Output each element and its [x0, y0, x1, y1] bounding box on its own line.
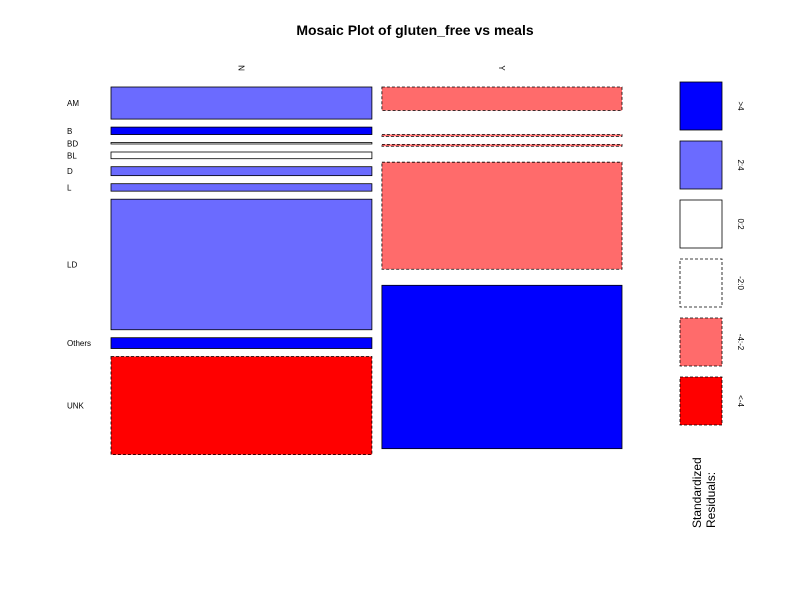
legend-title-line-1: Residuals:: [704, 472, 718, 528]
row-label-ld: LD: [67, 260, 77, 269]
legend-title-line-0: Standardized: [690, 457, 704, 528]
legend-swatch-5: [679, 376, 723, 426]
cell-am-y: [381, 86, 623, 111]
column-label-N: N: [236, 65, 245, 71]
cell-others-n: [110, 337, 373, 349]
legend-label-0: >4: [736, 101, 745, 111]
legend: >4 2:4 0:2 -2:0 -4:-2 <-4 Standardized Residual…: [679, 81, 745, 528]
legend-label-3: -2:0: [736, 276, 745, 290]
cell-d-n: [110, 166, 373, 177]
chart-title: Mosaic Plot of gluten_free vs meals: [296, 22, 534, 38]
row-label-b: B: [67, 127, 72, 136]
row-label-others: Others: [67, 339, 91, 348]
cell-bd-n: [110, 142, 373, 145]
row-label-bl: BL: [67, 151, 77, 160]
legend-label-2: 0:2: [736, 218, 745, 230]
legend-swatch-0: [679, 81, 723, 131]
cell-l-n: [110, 183, 373, 192]
mosaic-plot-area: N AM B BD BL DL LD Others UNK Y: [67, 65, 623, 455]
legend-label-1: 2:4: [736, 159, 745, 171]
cell-bl-n: [110, 151, 373, 160]
legend-swatch-4: [679, 317, 723, 367]
row-label-bd: BD: [67, 139, 78, 148]
cell-ld-y: [381, 161, 623, 270]
legend-swatch-1: [679, 140, 723, 190]
legend-label-4: -4:-2: [736, 334, 745, 351]
cell-d-y: [381, 143, 623, 147]
row-label-unk: UNK: [67, 402, 85, 411]
row-label-am: AM: [67, 99, 79, 108]
legend-label-5: <-4: [736, 395, 745, 407]
cell-ld-n: [110, 198, 373, 331]
cell-unk-y: [381, 284, 623, 450]
column-label-Y: Y: [497, 65, 506, 71]
legend-swatch-2: [679, 199, 723, 249]
row-label-l: L: [67, 183, 72, 192]
legend-swatch-3: [679, 258, 723, 308]
cell-unk-n: [110, 356, 373, 455]
cell-am-n: [110, 86, 373, 120]
cell-b-n: [110, 126, 373, 135]
cell-bl-y: [381, 134, 623, 137]
row-label-d: D: [67, 167, 73, 176]
